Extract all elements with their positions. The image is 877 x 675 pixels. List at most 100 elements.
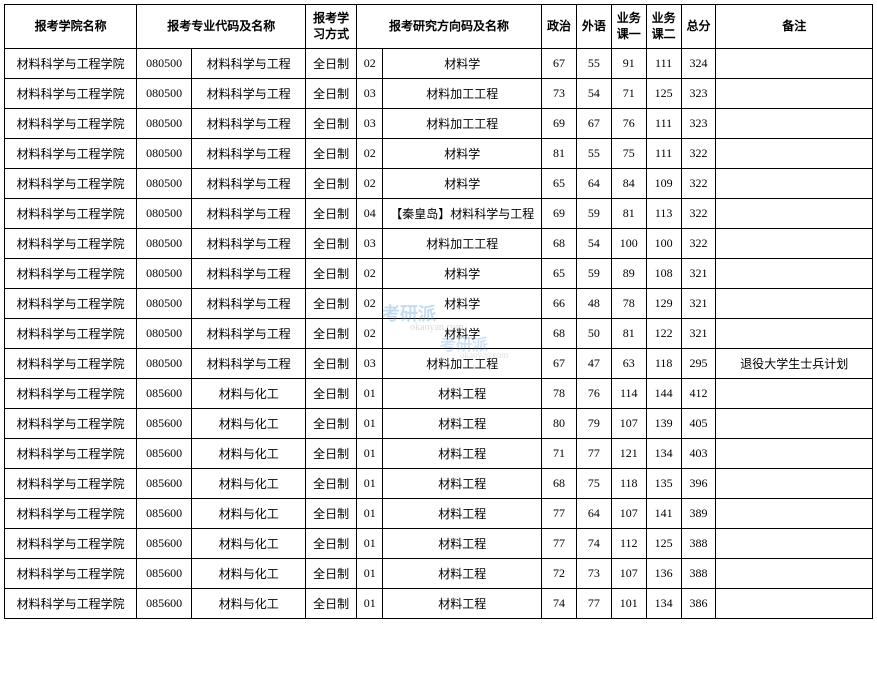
table-cell: 080500	[137, 139, 192, 169]
table-cell: 107	[611, 499, 646, 529]
table-cell: 材料科学与工程	[192, 49, 306, 79]
table-cell: 91	[611, 49, 646, 79]
table-cell: 121	[611, 439, 646, 469]
table-cell: 02	[357, 49, 383, 79]
table-cell: 125	[646, 529, 681, 559]
table-cell: 65	[542, 169, 577, 199]
table-cell	[716, 139, 873, 169]
table-cell: 321	[681, 259, 716, 289]
table-cell: 085600	[137, 559, 192, 589]
table-cell	[716, 379, 873, 409]
table-cell: 材料科学与工程学院	[5, 409, 137, 439]
table-cell: 02	[357, 139, 383, 169]
table-cell: 080500	[137, 79, 192, 109]
table-cell: 全日制	[306, 589, 357, 619]
table-cell: 材料与化工	[192, 529, 306, 559]
table-cell	[716, 499, 873, 529]
table-cell: 材料与化工	[192, 409, 306, 439]
table-cell	[716, 169, 873, 199]
table-header-row: 报考学院名称报考专业代码及名称报考学习方式报考研究方向码及名称政治外语业务课一业…	[5, 5, 873, 49]
table-cell: 材料加工工程	[383, 349, 542, 379]
table-cell: 144	[646, 379, 681, 409]
header-cell: 报考研究方向码及名称	[357, 5, 542, 49]
table-row: 材料科学与工程学院080500材料科学与工程全日制03材料加工工程6967761…	[5, 109, 873, 139]
table-cell: 134	[646, 439, 681, 469]
table-cell: 65	[542, 259, 577, 289]
table-cell	[716, 469, 873, 499]
table-cell: 材料科学与工程	[192, 79, 306, 109]
table-cell: 材料科学与工程学院	[5, 229, 137, 259]
table-cell: 材料科学与工程	[192, 349, 306, 379]
table-cell: 389	[681, 499, 716, 529]
table-cell: 01	[357, 439, 383, 469]
table-cell: 03	[357, 109, 383, 139]
table-cell: 全日制	[306, 229, 357, 259]
table-cell: 全日制	[306, 49, 357, 79]
table-cell: 080500	[137, 169, 192, 199]
table-cell: 80	[542, 409, 577, 439]
table-cell: 66	[542, 289, 577, 319]
table-cell: 68	[542, 469, 577, 499]
table-cell: 67	[542, 49, 577, 79]
table-cell: 材料科学与工程	[192, 289, 306, 319]
table-cell: 080500	[137, 109, 192, 139]
table-cell	[716, 229, 873, 259]
table-cell: 77	[542, 529, 577, 559]
table-cell: 085600	[137, 589, 192, 619]
table-cell: 111	[646, 139, 681, 169]
table-cell: 材料科学与工程	[192, 139, 306, 169]
table-cell: 01	[357, 589, 383, 619]
table-cell: 77	[542, 499, 577, 529]
table-cell: 75	[611, 139, 646, 169]
table-cell: 材料科学与工程学院	[5, 289, 137, 319]
table-cell: 388	[681, 559, 716, 589]
table-cell: 125	[646, 79, 681, 109]
table-cell: 材料科学与工程	[192, 229, 306, 259]
table-cell: 108	[646, 259, 681, 289]
table-cell: 01	[357, 559, 383, 589]
header-cell: 业务课一	[611, 5, 646, 49]
table-row: 材料科学与工程学院080500材料科学与工程全日制02材料学8155751113…	[5, 139, 873, 169]
table-cell: 材料科学与工程学院	[5, 559, 137, 589]
header-cell: 备注	[716, 5, 873, 49]
table-cell: 085600	[137, 469, 192, 499]
table-cell: 材料工程	[383, 499, 542, 529]
table-cell: 118	[611, 469, 646, 499]
table-cell: 47	[576, 349, 611, 379]
table-row: 材料科学与工程学院080500材料科学与工程全日制03材料加工工程6854100…	[5, 229, 873, 259]
header-cell: 业务课二	[646, 5, 681, 49]
table-cell: 139	[646, 409, 681, 439]
table-row: 材料科学与工程学院085600材料与化工全日制01材料工程78761141444…	[5, 379, 873, 409]
table-cell: 63	[611, 349, 646, 379]
table-cell: 01	[357, 529, 383, 559]
table-cell: 材料学	[383, 139, 542, 169]
table-cell: 材料科学与工程学院	[5, 79, 137, 109]
table-cell: 材料工程	[383, 439, 542, 469]
table-cell	[716, 199, 873, 229]
table-cell: 03	[357, 229, 383, 259]
table-cell: 64	[576, 499, 611, 529]
table-cell: 材料工程	[383, 409, 542, 439]
table-cell: 322	[681, 169, 716, 199]
table-cell: 材料学	[383, 289, 542, 319]
table-cell: 材料工程	[383, 469, 542, 499]
table-row: 材料科学与工程学院085600材料与化工全日制01材料工程74771011343…	[5, 589, 873, 619]
table-cell: 全日制	[306, 409, 357, 439]
table-cell: 74	[542, 589, 577, 619]
table-cell: 材料科学与工程学院	[5, 109, 137, 139]
table-cell: 78	[542, 379, 577, 409]
table-cell: 全日制	[306, 139, 357, 169]
table-cell: 材料科学与工程学院	[5, 199, 137, 229]
table-cell: 材料科学与工程学院	[5, 169, 137, 199]
table-cell: 89	[611, 259, 646, 289]
table-row: 材料科学与工程学院080500材料科学与工程全日制02材料学6648781293…	[5, 289, 873, 319]
table-cell: 76	[576, 379, 611, 409]
table-cell: 68	[542, 229, 577, 259]
table-cell: 02	[357, 289, 383, 319]
table-cell: 085600	[137, 439, 192, 469]
table-cell: 141	[646, 499, 681, 529]
table-cell: 全日制	[306, 199, 357, 229]
table-cell: 材料科学与工程	[192, 199, 306, 229]
table-cell: 085600	[137, 499, 192, 529]
table-cell	[716, 559, 873, 589]
